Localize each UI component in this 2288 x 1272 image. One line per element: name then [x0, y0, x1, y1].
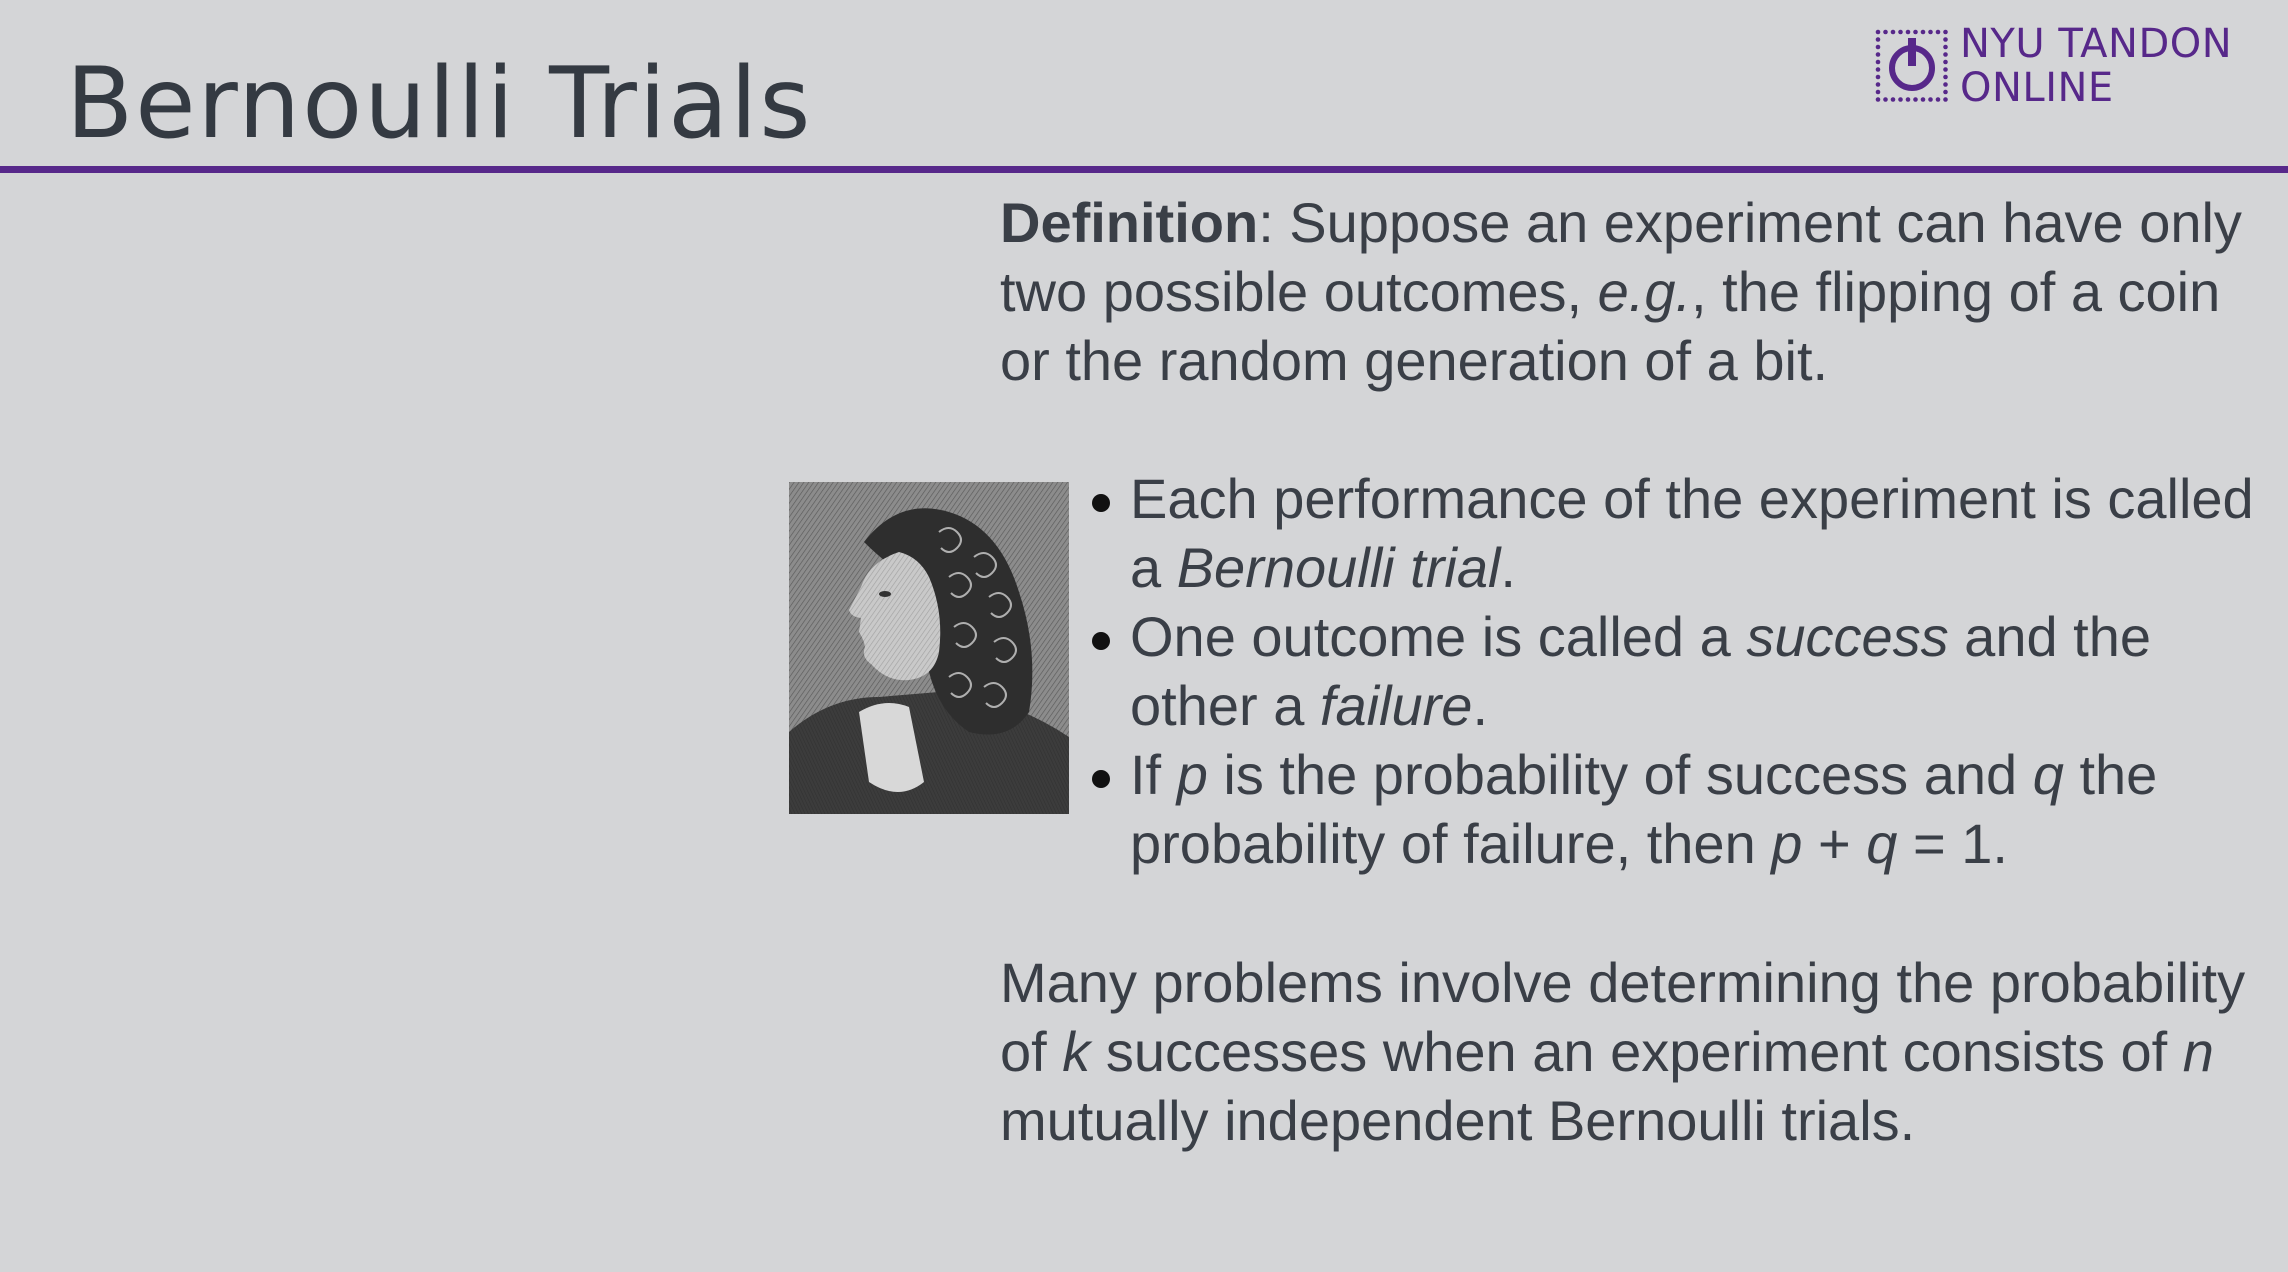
bullet-list: Each performance of the experiment is ca…	[1092, 464, 2272, 878]
bernoulli-portrait-image	[789, 482, 1069, 814]
title-divider	[0, 166, 2288, 173]
bullet-item-probabilities: If p is the probability of success and q…	[1092, 740, 2272, 878]
definition-text: : Suppose an experiment can have only tw…	[1000, 191, 2242, 323]
logo-line-1: NYU TANDON	[1960, 21, 2233, 67]
bullet-item-success-failure: One outcome is called a success and the …	[1092, 602, 2272, 740]
definition-term: Definition	[1000, 191, 1259, 254]
definition-paragraph: Definition: Suppose an experiment can ha…	[1000, 188, 2270, 395]
slide-title: Bernoulli Trials	[66, 47, 813, 161]
bullet-item-bernoulli-trial: Each performance of the experiment is ca…	[1092, 464, 2272, 602]
definition-block: Definition: Suppose an experiment can ha…	[1000, 188, 2270, 395]
definition-eg: e.g.	[1597, 260, 1692, 323]
definition-text-continued: , the flipping of a coin or the random g…	[1000, 260, 2221, 392]
closing-paragraph: Many problems involve determining the pr…	[1000, 951, 2246, 1152]
logo-line-2: ONLINE	[1960, 65, 2114, 111]
nyu-torch-logo-icon	[1875, 29, 1948, 102]
nyu-tandon-logo: NYU TANDON ONLINE	[1874, 22, 2232, 110]
